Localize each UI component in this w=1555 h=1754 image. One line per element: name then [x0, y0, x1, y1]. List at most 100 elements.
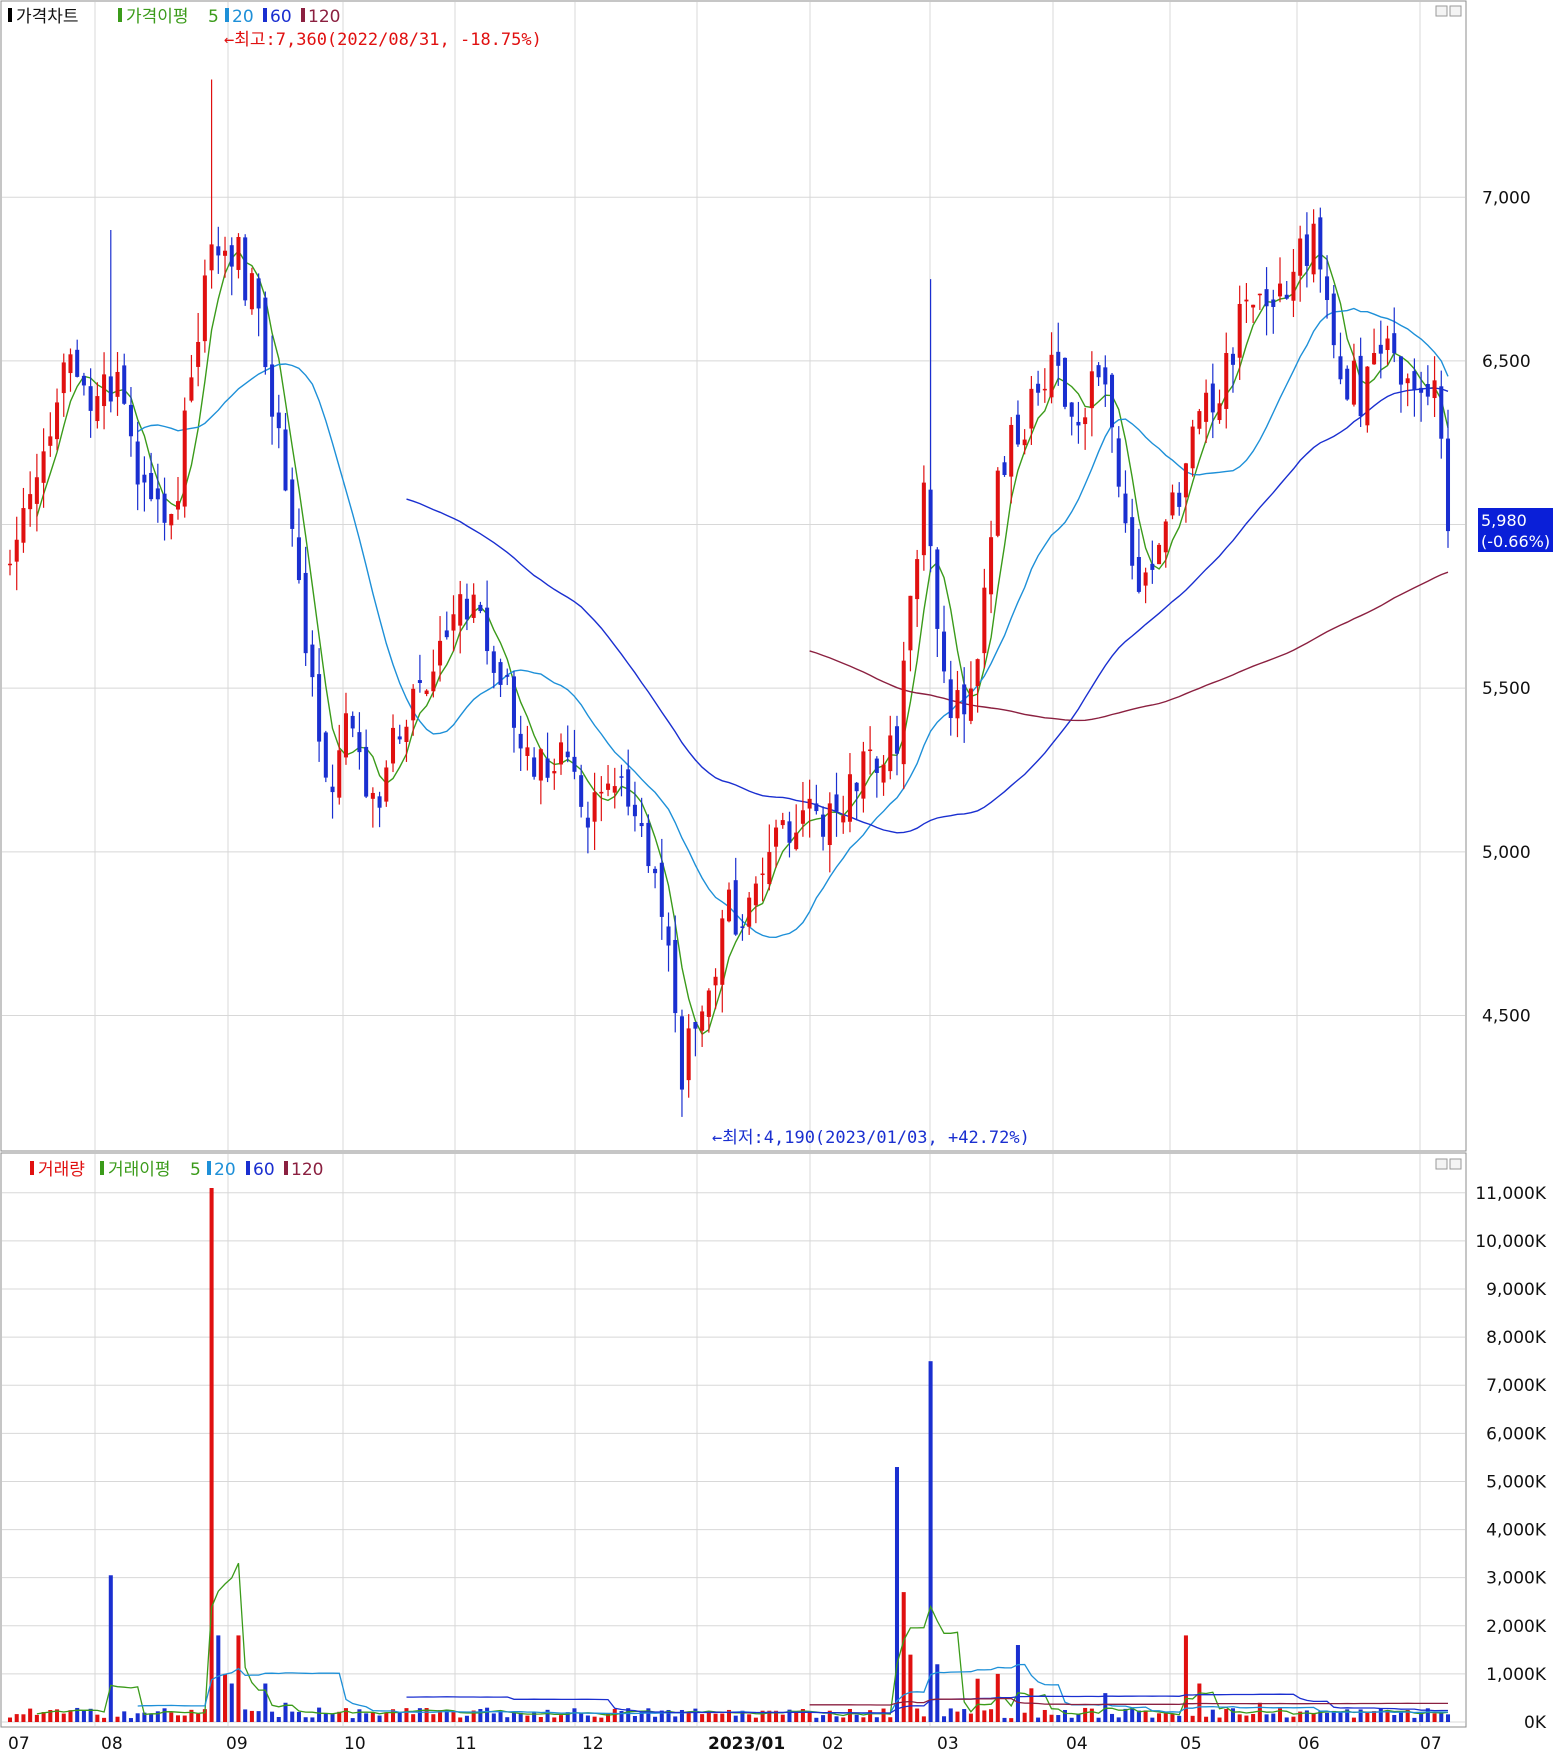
volume-bar-91: [619, 1711, 624, 1722]
candle-199: [1345, 365, 1350, 401]
current-price-change: (-0.66%): [1481, 532, 1550, 551]
volume-bar-176: [1190, 1715, 1195, 1722]
candle-body-76: [518, 733, 523, 749]
volume-bar-138: [935, 1664, 940, 1722]
candle-body-80: [545, 758, 550, 778]
current-price-badge: 5,980 (-0.66%): [1478, 508, 1553, 552]
volume-bar-25: [175, 1715, 181, 1722]
volume-bar-71: [485, 1707, 490, 1722]
price-panel-frame: [0, 0, 1467, 1152]
candle-body-8: [61, 362, 66, 394]
volume-bar-59: [404, 1708, 409, 1722]
candle-56: [384, 760, 389, 807]
candle-body-35: [243, 237, 248, 301]
price-legend-label-4: 60: [270, 7, 292, 27]
volume-bar-10: [75, 1707, 80, 1722]
candle-85: [579, 764, 584, 818]
candle-31: [216, 226, 221, 274]
candle-body-172: [1163, 521, 1168, 553]
candle-93: [632, 781, 637, 832]
volume-bar-151: [1022, 1712, 1027, 1722]
candle-191: [1291, 248, 1296, 318]
candle-body-108: [733, 880, 738, 935]
candle-body-21: [149, 472, 154, 500]
candle-body-156: [1056, 351, 1061, 366]
candle-body-11: [81, 375, 86, 386]
candle-107: [726, 882, 732, 923]
volume-bar-124: [841, 1717, 846, 1722]
candle-body-199: [1345, 368, 1350, 400]
candle-body-154: [1042, 388, 1047, 391]
candle-body-53: [364, 746, 369, 797]
volume-bar-208: [1405, 1709, 1410, 1722]
candle-body-2: [21, 508, 26, 543]
volume-bar-1: [14, 1714, 19, 1722]
volume-legend-label-3: 20: [214, 1160, 236, 1180]
volume-bar-135: [915, 1708, 920, 1722]
candle-body-34: [236, 236, 241, 270]
candle-body-65: [444, 630, 449, 638]
volume-bar-144: [975, 1678, 980, 1722]
candle-150: [1015, 400, 1020, 447]
candle-body-149: [1009, 424, 1014, 477]
candle-body-147: [995, 470, 1000, 536]
candle-body-131: [888, 735, 893, 772]
volume-bar-142: [962, 1709, 967, 1722]
maximize-icon[interactable]: [1449, 1158, 1462, 1170]
volume-bar-156: [1056, 1715, 1061, 1722]
maximize-icon[interactable]: [1449, 5, 1462, 17]
candle-127: [861, 741, 866, 813]
volume-bar-152: [1029, 1688, 1034, 1722]
candle-214: [1445, 409, 1451, 548]
minimize-icon[interactable]: [1435, 1158, 1448, 1170]
ma-line-60: [406, 387, 1449, 834]
candle-body-69: [471, 594, 476, 618]
candle-15: [108, 230, 113, 413]
volume-bar-92: [626, 1708, 631, 1722]
candle-body-93: [632, 804, 637, 817]
candle-body-186: [1257, 293, 1262, 296]
candle-171: [1157, 542, 1162, 565]
candle-body-100: [679, 1016, 684, 1090]
candle-body-9: [68, 354, 73, 374]
candle-body-66: [451, 614, 456, 631]
candle-151: [1022, 429, 1027, 455]
minimize-icon[interactable]: [1435, 5, 1448, 17]
candle-body-17: [122, 365, 127, 404]
candle-body-4: [34, 477, 39, 504]
volume-bar-117: [794, 1711, 799, 1722]
volume-bar-105: [713, 1713, 718, 1722]
candle-148: [1002, 456, 1007, 477]
candle-183: [1237, 285, 1242, 380]
candle-68: [464, 583, 469, 631]
volume-bar-110: [747, 1714, 752, 1722]
volume-bar-7: [55, 1709, 60, 1722]
candle-body-48: [330, 786, 335, 793]
candle-124: [841, 795, 846, 834]
date-tick-6: 2023/01: [708, 1734, 785, 1754]
candle-133: [901, 641, 906, 790]
volume-bar-67: [458, 1717, 463, 1722]
date-axis: 07 08 09 10 11 12 2023/01 02 03 04 05 06 07: [8, 1734, 1442, 1754]
candle-129: [874, 756, 879, 798]
candle-128: [868, 726, 873, 775]
candle-body-145: [982, 587, 987, 654]
volume-bar-60: [411, 1714, 416, 1722]
candle-body-15: [108, 376, 113, 402]
candle-body-59: [404, 726, 409, 742]
candle-198: [1338, 332, 1343, 385]
price-panel-buttons[interactable]: [1435, 5, 1462, 17]
volume-y-tick-5: 5,000K: [1486, 1472, 1547, 1492]
candle-125: [847, 753, 852, 833]
candle-13: [95, 382, 100, 429]
candle-47: [323, 730, 328, 783]
candle-40: [276, 394, 281, 449]
volume-legend-marker-0: [30, 1161, 34, 1175]
volume-bar-12: [88, 1708, 93, 1722]
volume-bar-116: [787, 1709, 792, 1722]
candle-body-56: [384, 767, 389, 802]
candle-body-23: [162, 493, 167, 523]
candle-153: [1036, 370, 1041, 406]
volume-panel-buttons[interactable]: [1435, 1158, 1462, 1170]
candle-body-169: [1143, 572, 1148, 586]
